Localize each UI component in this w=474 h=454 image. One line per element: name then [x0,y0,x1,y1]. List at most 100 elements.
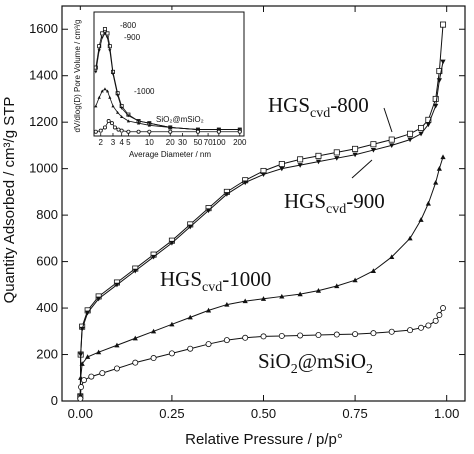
data-point [433,103,439,109]
inset-data-point [102,27,107,32]
inset-data-point [136,121,141,125]
main-axis-ticks: 0.00 0.25 0.50 0.75 1.00 0 200 400 600 800 1000 120… [29,6,465,421]
inset-data-point [147,123,151,127]
data-point [334,283,340,289]
inset-data-point [237,129,242,134]
data-point [96,349,102,355]
data-point [418,131,424,137]
data-point [436,78,442,83]
inset-data-point [126,114,131,118]
inset-x-tick-label: 50 [193,138,202,147]
data-point [440,59,446,65]
data-point [279,166,285,172]
y-tick-label: 1600 [29,21,58,36]
data-point [315,288,322,293]
inset-data-point [168,125,172,129]
inset-data-point [126,119,131,123]
inset-data-point [97,95,101,99]
data-point [407,130,414,137]
y-tick-label: 1200 [29,114,58,129]
x-tick-label: 0.50 [251,406,276,421]
inset-x-tick-label: 10 [145,138,154,147]
inset-data-point [119,128,124,133]
data-point [315,159,322,165]
label-hgs-800: HGScvd-800 [268,93,369,121]
data-point [168,350,175,357]
inset-data-point [111,104,115,108]
data-point [85,310,91,316]
data-point [370,141,377,148]
data-point [79,361,85,366]
data-point [132,335,138,341]
leader-line-900 [351,159,373,179]
data-point [79,326,85,332]
inset-data-point [103,32,107,35]
inset-data-point [97,49,101,53]
y-tick-label: 200 [36,347,58,362]
data-point [352,145,359,152]
data-point [114,342,120,348]
data-point [242,334,249,341]
label-hgs-1000: HGScvd-1000 [160,267,271,295]
data-point [132,359,139,366]
inset-data-point [120,106,124,110]
data-point [114,282,120,288]
label-hgs-900: HGScvd-900 [284,189,385,217]
inset-data-point [216,129,221,134]
inset-x-tick-label: 2 [99,138,104,147]
inset-data-point [195,129,200,134]
inset-data-point [98,128,103,133]
data-point [333,331,340,338]
data-point [425,322,432,329]
data-point [315,332,322,339]
data-point [278,160,285,167]
data-point [169,321,175,327]
data-point [370,330,377,337]
data-point [418,324,425,331]
y-tick-label: 600 [36,254,58,269]
inset-data-point [94,104,98,108]
data-point [389,143,395,149]
inset-x-tick-label: 3 [111,138,116,147]
data-point [77,395,84,402]
data-point [370,268,377,273]
data-point [352,277,358,283]
inset-x-tick-label: 20 [166,138,175,147]
inset-data-point [136,129,141,134]
inset-x-tick-label: 5 [126,138,131,147]
data-point [113,365,120,372]
data-point [260,172,267,178]
inset-data-point [100,36,104,40]
data-point [205,208,212,214]
y-tick-label: 1400 [29,68,58,83]
data-point [436,68,443,75]
inset-data-point [105,36,110,40]
y-tick-label: 800 [36,207,58,222]
x-axis-title: Relative Pressure / p/p° [185,431,343,448]
data-point [425,122,431,128]
data-point [432,95,439,102]
inset-data-point [111,72,115,76]
data-point [433,179,439,185]
inset-data-point [94,70,98,74]
data-point [150,355,157,362]
inset-data-point [93,65,98,70]
data-point [278,332,285,339]
inset-label-900: -900 [124,33,141,42]
x-tick-label: 1.00 [434,406,459,421]
inset-data-point [108,49,112,53]
data-point [440,21,447,28]
inset-data-point [116,127,121,132]
data-point [187,345,194,352]
data-point [334,156,340,161]
data-point [150,328,157,334]
inset-data-point [116,110,120,114]
data-point [388,136,395,143]
inset-x-tick-label: 70 [204,138,213,147]
data-point [78,352,84,358]
inset-x-axis-title: Average Diameter / nm [129,150,211,159]
y-tick-label: 1000 [29,161,58,176]
inset-y-axis-title: dV/dlog(D) Pore Volume / cm³/g [73,20,82,133]
data-point [407,235,413,241]
data-point [370,147,377,153]
